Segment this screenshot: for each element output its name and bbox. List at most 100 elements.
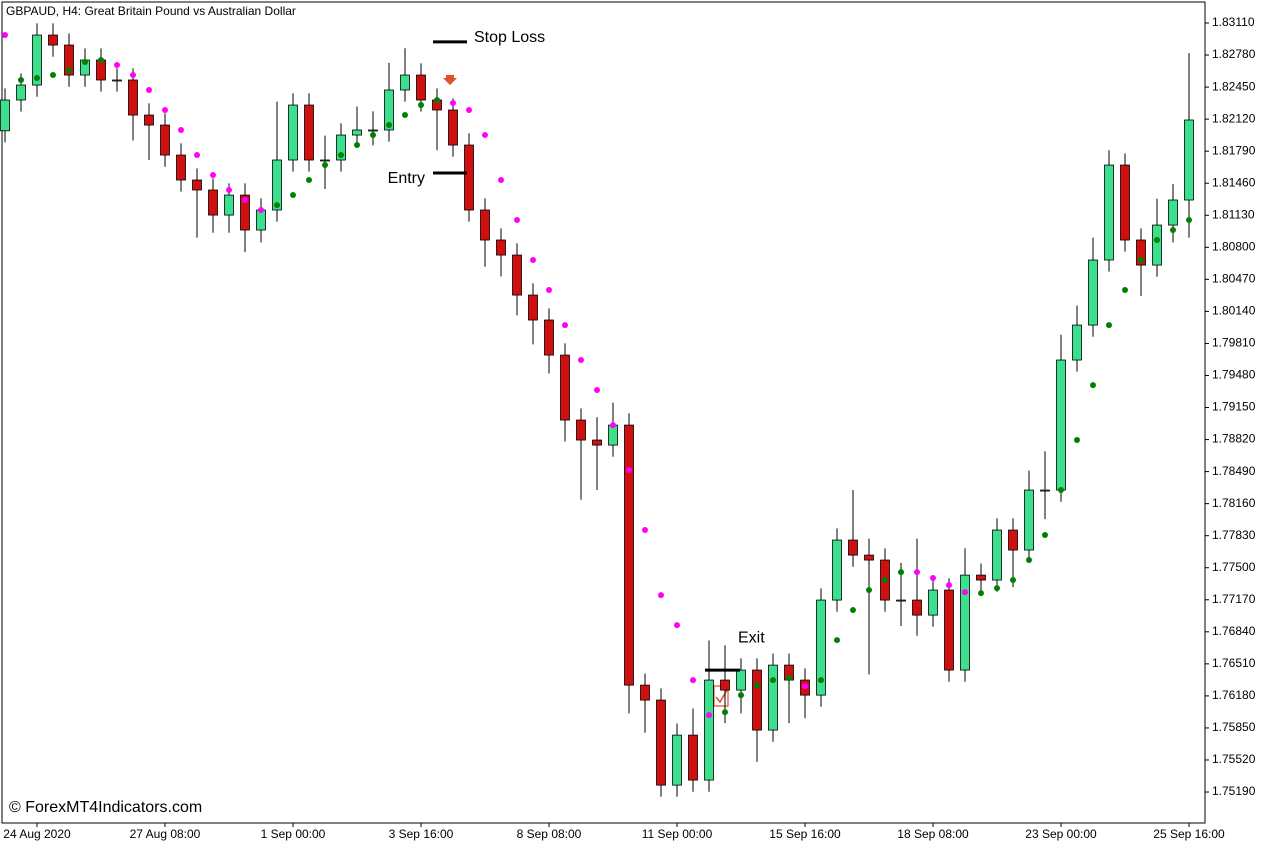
candle-body — [896, 599, 906, 602]
psar-dot — [338, 152, 344, 159]
candle-body — [192, 179, 202, 191]
candle-body — [1184, 119, 1194, 201]
psar-dot — [66, 66, 72, 73]
psar-dot — [258, 207, 264, 214]
y-tick-label: 1.76840 — [1212, 624, 1256, 638]
candle-body — [832, 539, 842, 601]
candle-body — [384, 89, 394, 131]
y-tick-label: 1.81460 — [1212, 175, 1256, 189]
psar-dot — [1186, 217, 1192, 224]
candle-body — [960, 574, 970, 671]
psar-dot — [354, 142, 360, 149]
psar-dot — [1090, 382, 1096, 389]
psar-dot — [450, 100, 456, 107]
candle-body — [656, 699, 666, 786]
y-tick-label: 1.83110 — [1212, 15, 1255, 29]
psar-dot — [754, 682, 760, 689]
psar-dot — [946, 582, 952, 589]
candle-body — [112, 79, 122, 82]
candle-body — [448, 109, 458, 146]
candle-body — [272, 159, 282, 211]
psar-dot — [2, 32, 8, 39]
x-tick-label: 8 Sep 08:00 — [517, 827, 582, 841]
candle-body — [704, 679, 714, 781]
psar-dot — [434, 97, 440, 104]
x-tick-label: 1 Sep 00:00 — [261, 827, 326, 841]
psar-dot — [18, 76, 24, 83]
psar-dot — [690, 677, 696, 684]
candle-body — [560, 354, 570, 421]
candle-body — [640, 684, 650, 701]
x-tick-label: 23 Sep 00:00 — [1025, 827, 1097, 841]
candle-body — [176, 154, 186, 181]
candle-body — [1136, 239, 1146, 266]
y-tick-label: 1.76510 — [1212, 656, 1256, 670]
candle-body — [416, 74, 426, 101]
psar-dot — [130, 72, 136, 79]
psar-dot — [162, 107, 168, 114]
candle-body — [592, 439, 602, 446]
psar-dot — [642, 527, 648, 534]
candle-body — [32, 34, 42, 86]
candle-body — [48, 34, 58, 46]
psar-dot — [578, 357, 584, 364]
psar-dot — [514, 217, 520, 224]
candle-body — [912, 599, 922, 616]
candle-body — [160, 124, 170, 156]
candle-body — [208, 189, 218, 216]
candle-body — [480, 209, 490, 241]
psar-dot — [610, 422, 616, 429]
psar-dot — [290, 192, 296, 199]
annotation: Exit — [738, 629, 765, 646]
x-tick-label: 27 Aug 08:00 — [130, 827, 201, 841]
candle-body — [288, 104, 298, 161]
candle-body — [368, 129, 378, 132]
y-tick-label: 1.75190 — [1212, 784, 1256, 798]
y-tick-label: 1.82450 — [1212, 79, 1256, 93]
candle-body — [848, 539, 858, 556]
psar-dot — [994, 585, 1000, 592]
psar-dot — [722, 709, 728, 716]
candle-body — [336, 134, 346, 161]
psar-dot — [242, 197, 248, 204]
x-tick-label: 25 Sep 16:00 — [1153, 827, 1225, 841]
psar-dot — [1074, 437, 1080, 444]
x-tick-label: 24 Aug 2020 — [3, 827, 71, 841]
candle-body — [512, 254, 522, 296]
y-tick-label: 1.77830 — [1212, 528, 1256, 542]
psar-dot — [978, 590, 984, 597]
credit: © ForexMT4Indicators.com — [9, 799, 202, 816]
candle-body — [496, 239, 506, 256]
y-tick-label: 1.79150 — [1212, 400, 1256, 414]
psar-dot — [1138, 257, 1144, 264]
annotation: Stop Loss — [474, 29, 545, 46]
y-tick-label: 1.79480 — [1212, 368, 1256, 382]
psar-dot — [898, 569, 904, 576]
psar-dot — [818, 677, 824, 684]
candle-body — [256, 209, 266, 231]
psar-dot — [562, 322, 568, 329]
candle-body — [544, 319, 554, 356]
candle-body — [400, 74, 410, 91]
candle-body — [736, 669, 746, 691]
psar-dot — [914, 569, 920, 576]
candle-body — [1168, 199, 1178, 226]
psar-dot — [194, 152, 200, 159]
y-tick-label: 1.77500 — [1212, 560, 1256, 574]
y-tick-label: 1.82120 — [1212, 111, 1256, 125]
candle-body — [64, 44, 74, 76]
candle-body — [528, 294, 538, 321]
psar-dot — [930, 575, 936, 582]
psar-dot — [306, 177, 312, 184]
psar-dot — [146, 87, 152, 94]
psar-dot — [386, 122, 392, 129]
candle-body — [464, 144, 474, 211]
y-tick-label: 1.77170 — [1212, 592, 1256, 606]
psar-dot — [802, 683, 808, 690]
psar-dot — [322, 162, 328, 169]
candle-body — [1120, 164, 1130, 241]
candle-body — [976, 574, 986, 581]
psar-dot — [82, 59, 88, 66]
psar-dot — [1154, 237, 1160, 244]
